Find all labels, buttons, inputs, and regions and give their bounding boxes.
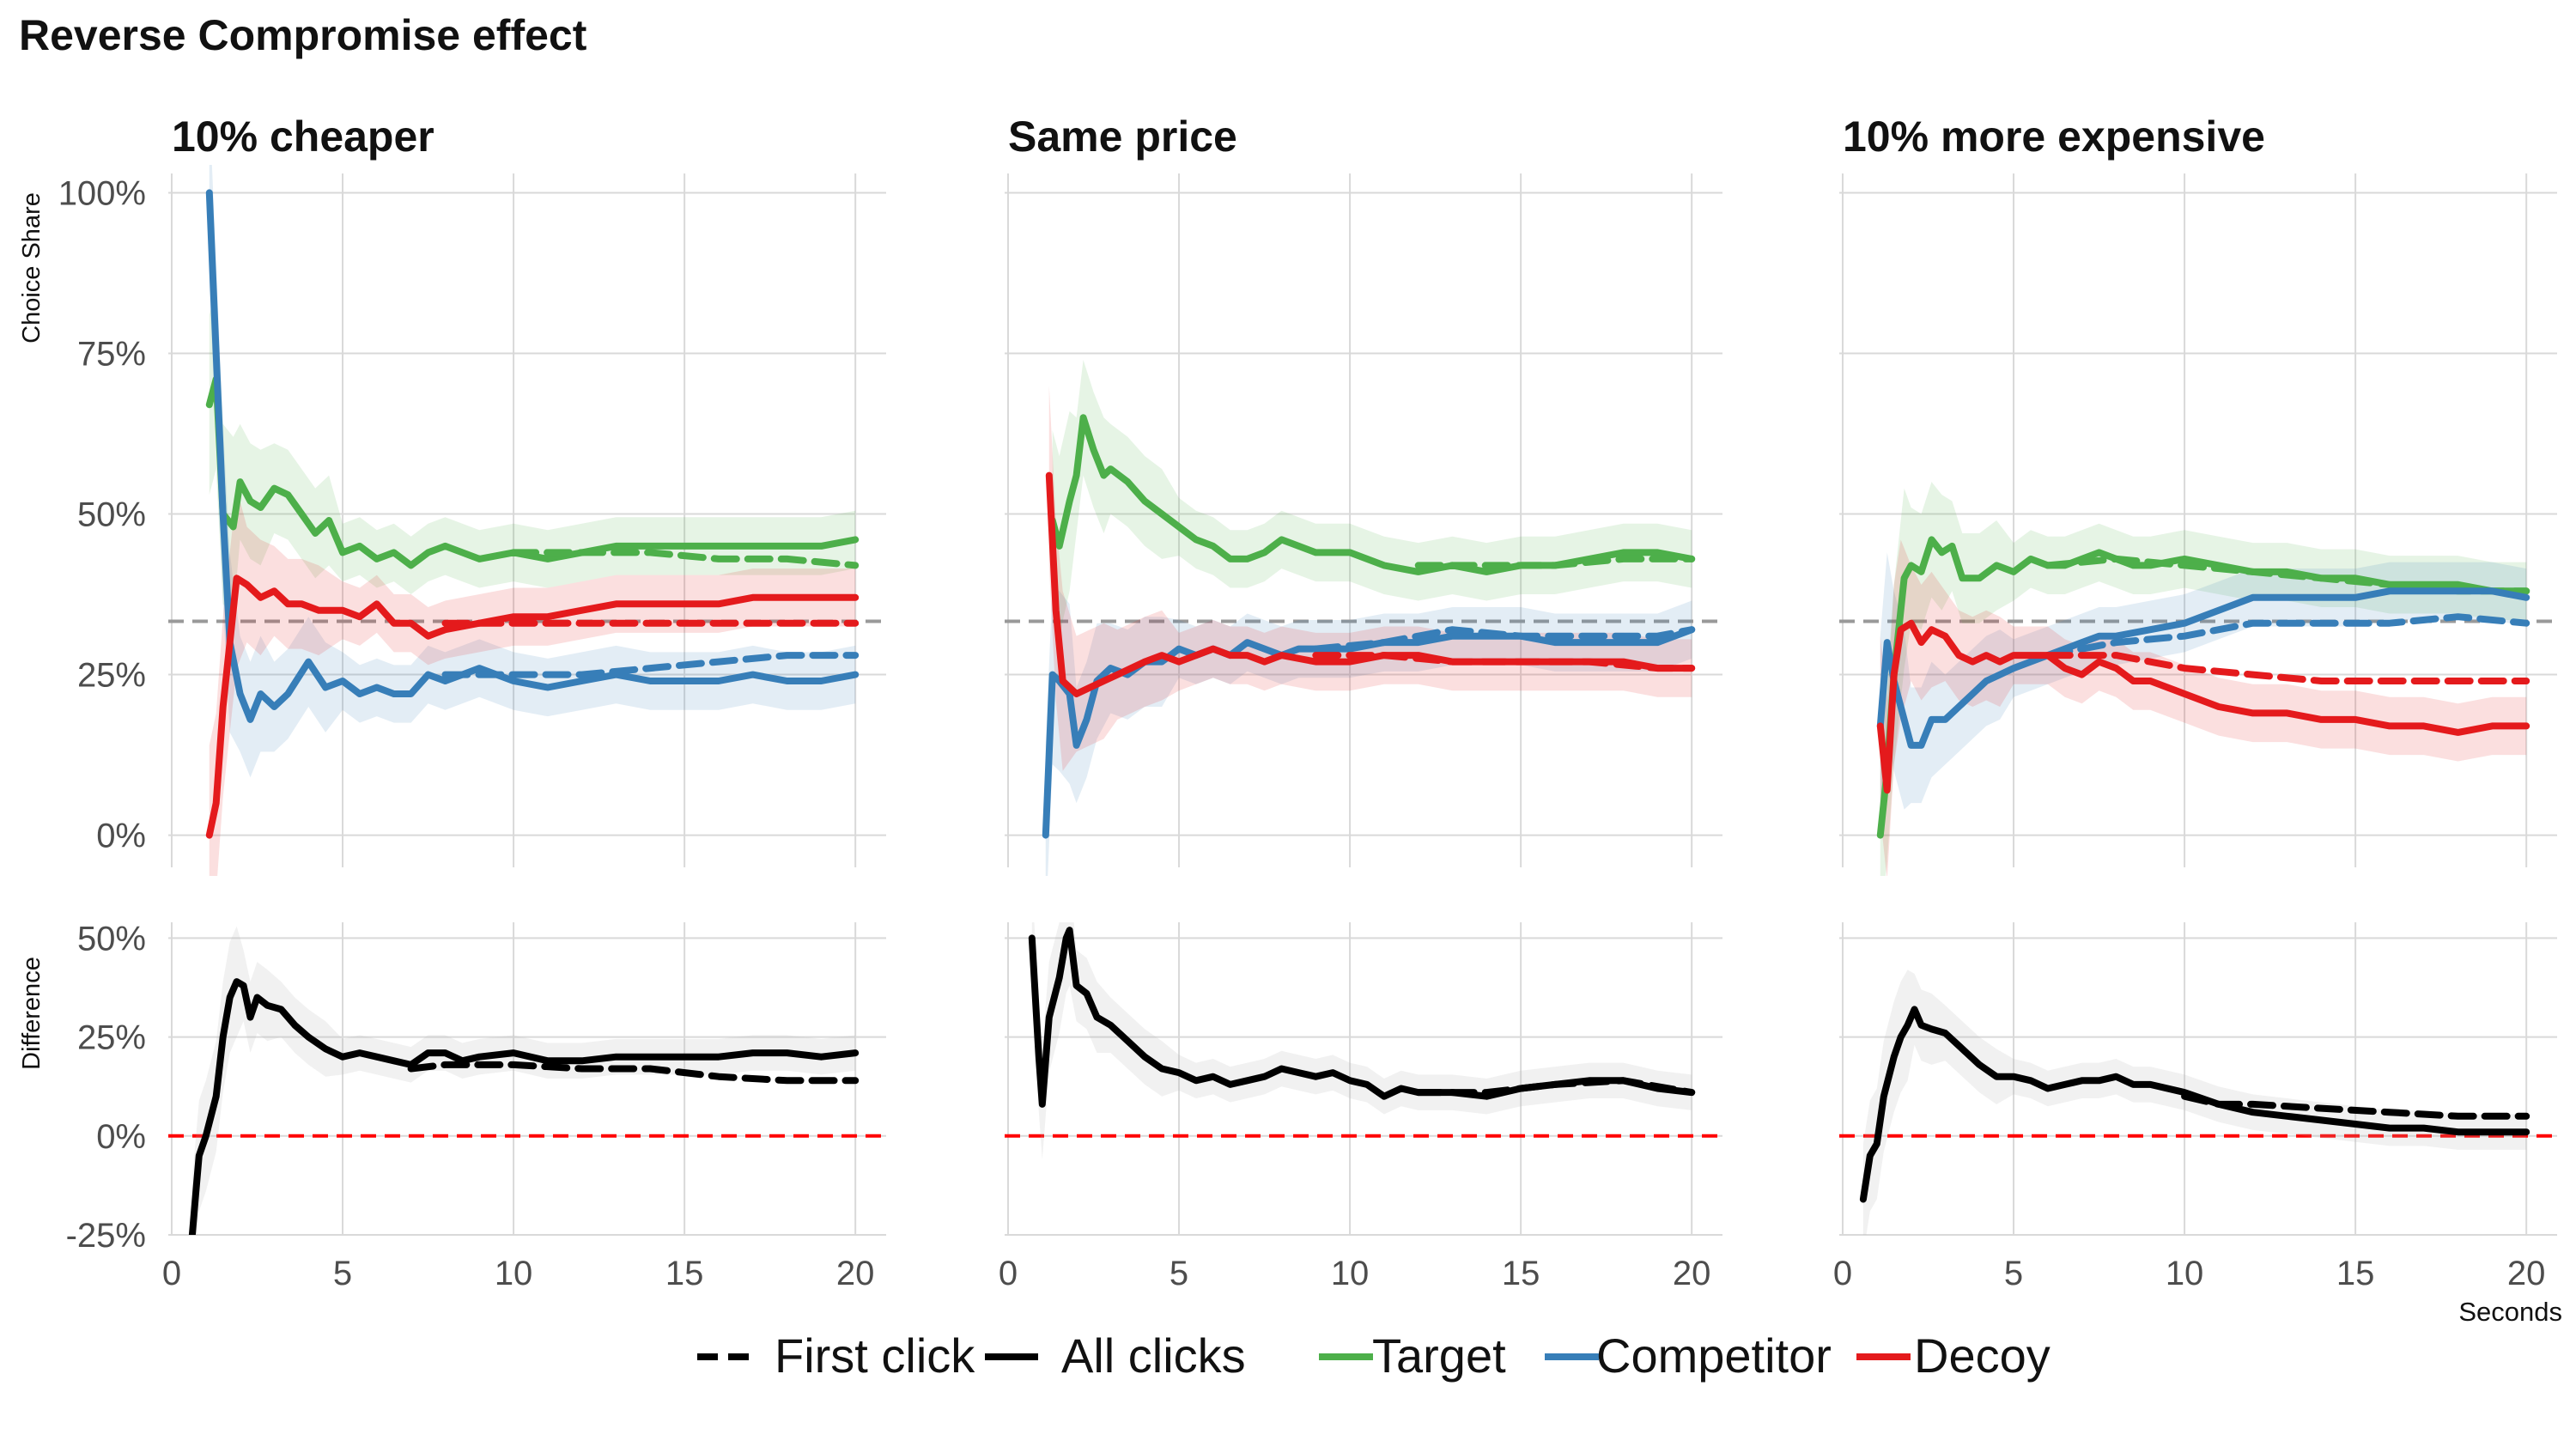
series-line-decoy-first-click [2044,652,2530,684]
series-line-difference-first-click [2181,1092,2530,1120]
panel-title-same-price: Same price [1008,112,1237,161]
legend-first-click-label: First click [775,1328,975,1383]
x-tick-label: 15 [1502,1255,1540,1292]
y-tick-label-top: 50% [77,496,146,534]
ci-band-competitor [1880,552,2527,817]
y-axis-label-top: Choice Share [18,192,46,343]
x-tick-label: 0 [162,1255,181,1292]
ci-band-decoy [209,488,856,876]
legend: First click All clicks Target Competitor… [697,1328,2050,1383]
series-line-competitor-first-click [441,652,860,678]
x-tick-label: 0 [1833,1255,1852,1292]
y-tick-label-bottom: 0% [96,1118,146,1156]
series-line-competitor-first-click [2044,613,2530,660]
panel-10pct-cheaper: 10% cheaper 0% 25% 50% 75% 100% -25% 0% 25% 50% 0 5… [58,112,886,1292]
x-tick-label: 5 [1170,1255,1188,1292]
ci-band-decoy [1880,539,2527,876]
panel-10pct-more-expensive: 10% more expensive 0 5 10 15 20 [1833,112,2557,1292]
series-line-difference-all-clicks [1859,1006,2530,1203]
legend-all-clicks-label: All clicks [1061,1328,1246,1383]
series-line-decoy-all-clicks [1876,619,2530,794]
panel-title-10pct-more-expensive: 10% more expensive [1843,112,2265,161]
y-tick-label-top: 0% [96,818,146,855]
y-tick-label-bottom: 50% [77,920,146,958]
x-axis-label: Seconds [2458,1297,2562,1327]
series-line-target-first-click [510,549,860,569]
x-tick-label: 15 [2336,1255,2375,1292]
ci-band-decoy [1048,385,1692,771]
legend-target-label: Target [1372,1328,1506,1383]
series-line-difference-all-clicks [1028,927,1696,1108]
y-tick-label-top: 75% [77,335,146,373]
legend-competitor-label: Competitor [1596,1328,1832,1383]
series-line-decoy-all-clicks [205,575,860,839]
legend-decoy-label: Decoy [1914,1328,2050,1383]
series-line-difference-all-clicks [188,978,860,1235]
x-tick-label: 20 [836,1255,875,1292]
ci-band-target [209,289,856,617]
y-tick-label-bottom: -25% [66,1217,146,1255]
ci-band-competitor [1045,584,1692,876]
y-axis-label-bottom: Difference [18,957,46,1070]
chart-title: Reverse Compromise effect [19,11,587,59]
series-line-competitor-all-clicks [205,189,860,723]
ci-band-difference [1031,922,1692,1160]
series-line-difference-first-click [407,1061,860,1085]
panel-same-price: Same price 0 5 10 15 20 [999,112,1722,1292]
y-tick-label-top: 100% [58,174,146,212]
series-line-target-first-click [1414,555,1696,569]
y-tick-label-top: 25% [77,657,146,695]
y-tick-label-bottom: 25% [77,1019,146,1057]
x-tick-label: 20 [2507,1255,2546,1292]
x-tick-label: 0 [999,1255,1018,1292]
series-line-difference-first-click [1414,1077,1696,1097]
series-line-decoy-first-click [1312,652,1696,672]
x-tick-label: 10 [2166,1255,2204,1292]
x-tick-label: 5 [2004,1255,2023,1292]
x-tick-label: 10 [495,1255,533,1292]
x-tick-label: 5 [333,1255,352,1292]
x-tick-label: 10 [1331,1255,1370,1292]
x-tick-label: 15 [665,1255,704,1292]
ci-band-difference [1862,970,2527,1235]
x-tick-label: 20 [1673,1255,1711,1292]
panels-layer: 10% cheaper 0% 25% 50% 75% 100% -25% 0% 25% 50% 0 5… [58,112,2557,1292]
series-line-competitor-first-click [1312,626,1696,653]
ci-band-competitor [209,165,856,778]
series-line-target-all-clicks [205,375,860,569]
panel-title-10pct-cheaper: 10% cheaper [172,112,434,161]
